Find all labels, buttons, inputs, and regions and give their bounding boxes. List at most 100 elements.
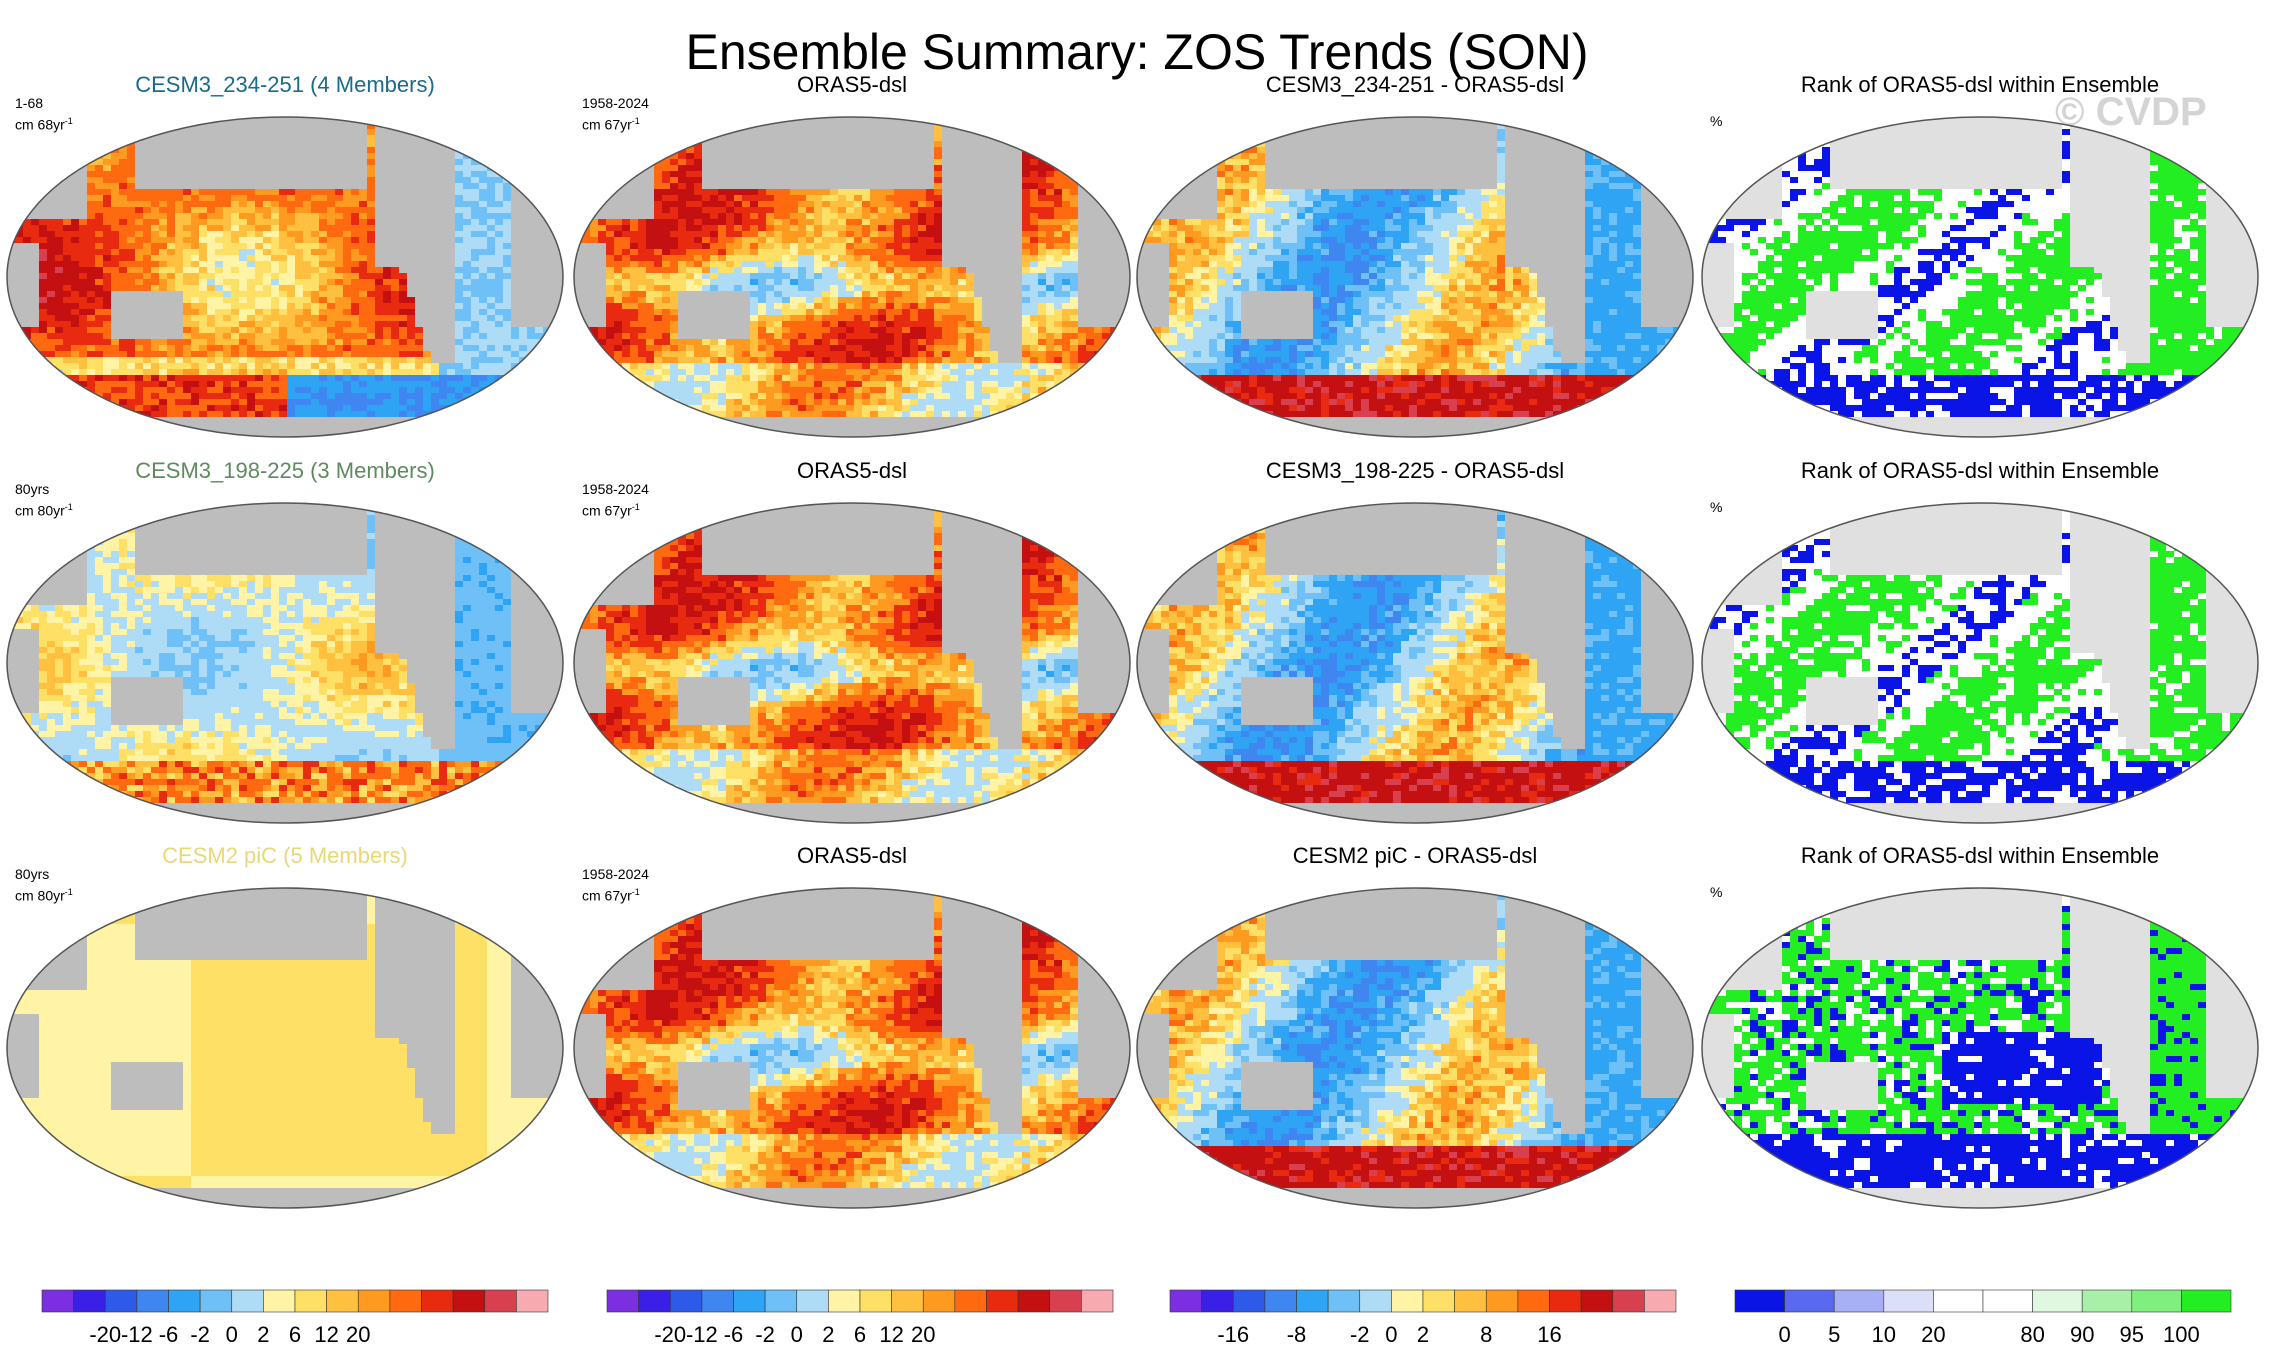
panel-title: CESM3_198-225 - ORAS5-dsl: [1135, 458, 1695, 484]
colorbar-swatch: [136, 1289, 169, 1313]
colorbar-swatch: [484, 1289, 517, 1313]
colorbar-tick-label: 0: [1778, 1322, 1790, 1347]
world-map: [573, 887, 1131, 1209]
panel-units: cm 67yr-1: [582, 112, 649, 134]
colorbar-tick-label: 12: [314, 1322, 338, 1347]
colorbar-tick-label: 8: [1480, 1322, 1492, 1347]
colorbar-swatch: [1081, 1289, 1114, 1313]
world-map: [1136, 887, 1694, 1209]
colorbar-tick-label: 95: [2120, 1322, 2144, 1347]
colorbar-tick-label: 2: [257, 1322, 269, 1347]
colorbar-swatch: [231, 1289, 264, 1313]
world-map: [1701, 116, 2259, 438]
map-panel: CESM3_198-225 (3 Members) 80yrs cm 80yr-1: [5, 458, 565, 828]
map-field: [1702, 503, 2258, 823]
colorbar-swatch: [638, 1289, 671, 1313]
colorbar-swatch: [516, 1289, 549, 1313]
colorbar-diff-svg: -16 -8 -2 0 2 8 16: [1169, 1289, 1677, 1347]
map-border: [1136, 502, 1694, 824]
colorbar-swatch: [1580, 1289, 1614, 1313]
colorbar-swatch: [41, 1289, 74, 1313]
map-field: [574, 117, 1130, 437]
colorbar-swatch: [2131, 1289, 2182, 1313]
panel-title: ORAS5-dsl: [572, 843, 1132, 869]
map-border: [1136, 116, 1694, 438]
colorbar-swatch: [199, 1289, 233, 1313]
colorbar-tick-label: -20: [89, 1322, 121, 1347]
colorbar-tick-label: 16: [1537, 1322, 1561, 1347]
map-panel: ORAS5-dsl 1958-2024 cm 67yr-1: [572, 458, 1132, 828]
colorbar-swatch: [326, 1289, 359, 1313]
colorbar-swatch: [1017, 1289, 1051, 1313]
map-border: [573, 116, 1131, 438]
map-panel: CESM3_198-225 - ORAS5-dsl: [1135, 458, 1695, 828]
panel-title: Rank of ORAS5-dsl within Ensemble: [1700, 843, 2260, 869]
colorbar-tick-label: 80: [2020, 1322, 2044, 1347]
map-field: [7, 888, 563, 1208]
map-panel: Rank of ORAS5-dsl within Ensemble%: [1700, 843, 2260, 1213]
map-border: [1701, 502, 2259, 824]
colorbar-swatch: [1264, 1289, 1297, 1313]
panel-period: 1-68: [15, 94, 73, 112]
colorbar-swatch: [452, 1289, 486, 1313]
colorbar-tick-label: 2: [1417, 1322, 1429, 1347]
colorbar-swatch: [764, 1289, 798, 1313]
colorbar-swatch: [104, 1289, 138, 1313]
colorbar-swatch: [1327, 1289, 1361, 1313]
map-border: [1701, 887, 2259, 1209]
panel-info: 1958-2024 cm 67yr-1: [582, 865, 649, 905]
colorbar-tick-label: -20: [654, 1322, 686, 1347]
world-map: [6, 887, 564, 1209]
panel-title: ORAS5-dsl: [572, 458, 1132, 484]
colorbar-swatch: [1296, 1289, 1329, 1313]
colorbar-tick-label: 0: [1385, 1322, 1397, 1347]
colorbar-tick-label: 5: [1828, 1322, 1840, 1347]
map-panel: CESM2 piC - ORAS5-dsl: [1135, 843, 1695, 1213]
colorbar-swatch: [2181, 1289, 2232, 1313]
colorbar-swatch: [796, 1289, 829, 1313]
map-field: [1137, 117, 1693, 437]
map-field: [574, 888, 1130, 1208]
panel-title: CESM2 piC (5 Members): [5, 843, 565, 869]
colorbar-tick-label: -8: [1287, 1322, 1307, 1347]
colorbar-swatch: [1359, 1289, 1392, 1313]
map-field: [7, 503, 563, 823]
colorbar-swatch: [1982, 1289, 2033, 1313]
colorbar-tick-label: 0: [226, 1322, 238, 1347]
map-field: [1702, 117, 2258, 437]
panel-units: cm 67yr-1: [582, 498, 649, 520]
panel-info: %: [1710, 883, 1722, 901]
colorbar-swatch: [828, 1289, 861, 1313]
colorbar-tick-label: -2: [755, 1322, 775, 1347]
colorbar-swatch: [1517, 1289, 1550, 1313]
world-map: [1136, 502, 1694, 824]
panel-period: %: [1710, 883, 1722, 901]
colorbar-swatch: [1833, 1289, 1885, 1313]
panel-units: cm 80yr-1: [15, 883, 73, 905]
colorbar-obs: -20 -12 -6 -2 0 2 6 12 20: [605, 1289, 1115, 1360]
colorbar-tick-label: -6: [724, 1322, 744, 1347]
map-border: [1136, 887, 1694, 1209]
world-map: [573, 116, 1131, 438]
colorbar-tick-label: 12: [879, 1322, 903, 1347]
panel-title: CESM3_234-251 - ORAS5-dsl: [1135, 72, 1695, 98]
panel-units: cm 68yr-1: [15, 112, 73, 134]
world-map: [1701, 502, 2259, 824]
colorbar-swatch: [1933, 1289, 1984, 1313]
map-border: [573, 502, 1131, 824]
panel-title: Rank of ORAS5-dsl within Ensemble: [1700, 458, 2260, 484]
panel-info: 80yrs cm 80yr-1: [15, 865, 73, 905]
world-map: [1701, 887, 2259, 1209]
panel-info: %: [1710, 112, 1722, 130]
map-field: [1137, 888, 1693, 1208]
colorbar-swatch: [954, 1289, 987, 1313]
panel-units: cm 80yr-1: [15, 498, 73, 520]
colorbar-tick-label: -2: [190, 1322, 210, 1347]
colorbar-swatch: [733, 1289, 766, 1313]
colorbar-tick-label: -2: [1350, 1322, 1370, 1347]
colorbar-tick-label: 2: [822, 1322, 834, 1347]
colorbar-tick-label: 20: [911, 1322, 935, 1347]
colorbar-swatch: [986, 1289, 1019, 1313]
colorbar-swatch: [1232, 1289, 1266, 1313]
panel-title: CESM3_234-251 (4 Members): [5, 72, 565, 98]
